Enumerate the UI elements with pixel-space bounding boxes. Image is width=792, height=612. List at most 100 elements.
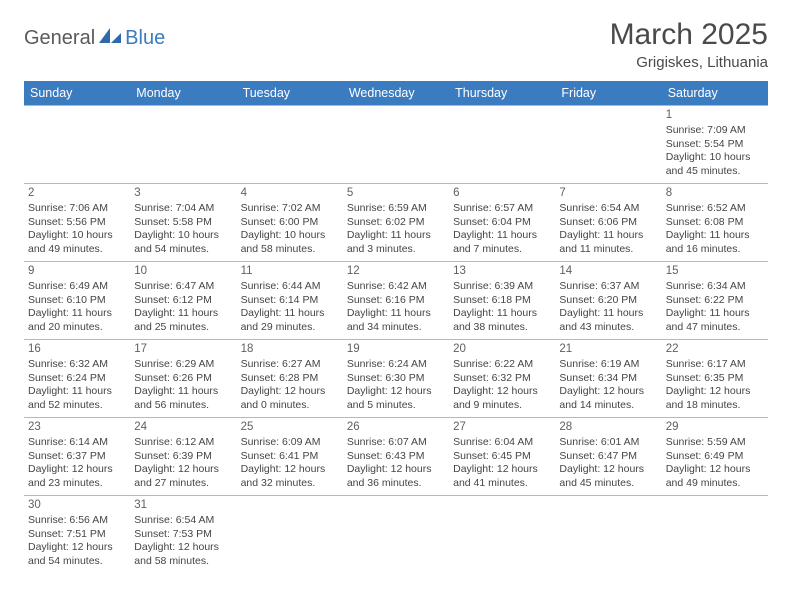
day-number: 21 (559, 342, 657, 357)
calendar-cell: 12Sunrise: 6:42 AMSunset: 6:16 PMDayligh… (343, 262, 449, 340)
location-label: Grigiskes, Lithuania (610, 54, 768, 71)
daylight-text: Daylight: 12 hours and 45 minutes. (559, 463, 657, 490)
sunset-text: Sunset: 6:14 PM (241, 294, 339, 308)
daylight-text: Daylight: 11 hours and 11 minutes. (559, 229, 657, 256)
daylight-text: Daylight: 12 hours and 0 minutes. (241, 385, 339, 412)
daylight-text: Daylight: 10 hours and 45 minutes. (666, 151, 764, 178)
calendar-week: 30Sunrise: 6:56 AMSunset: 7:51 PMDayligh… (24, 496, 768, 574)
day-number: 23 (28, 420, 126, 435)
sunrise-text: Sunrise: 7:04 AM (134, 202, 232, 216)
sunset-text: Sunset: 6:47 PM (559, 450, 657, 464)
calendar-cell: 3Sunrise: 7:04 AMSunset: 5:58 PMDaylight… (130, 184, 236, 262)
daylight-text: Daylight: 11 hours and 3 minutes. (347, 229, 445, 256)
day-number: 17 (134, 342, 232, 357)
calendar-cell (662, 496, 768, 574)
sunrise-text: Sunrise: 6:07 AM (347, 436, 445, 450)
daylight-text: Daylight: 11 hours and 52 minutes. (28, 385, 126, 412)
sunset-text: Sunset: 6:32 PM (453, 372, 551, 386)
sunset-text: Sunset: 6:28 PM (241, 372, 339, 386)
calendar-cell (343, 106, 449, 184)
day-number: 7 (559, 186, 657, 201)
calendar-cell: 31Sunrise: 6:54 AMSunset: 7:53 PMDayligh… (130, 496, 236, 574)
day-number: 31 (134, 498, 232, 513)
calendar-table: SundayMondayTuesdayWednesdayThursdayFrid… (24, 81, 768, 574)
logo-text-general: General (24, 27, 95, 50)
sunrise-text: Sunrise: 6:12 AM (134, 436, 232, 450)
calendar-cell: 5Sunrise: 6:59 AMSunset: 6:02 PMDaylight… (343, 184, 449, 262)
daylight-text: Daylight: 11 hours and 56 minutes. (134, 385, 232, 412)
day-number: 15 (666, 264, 764, 279)
day-header: Wednesday (343, 81, 449, 106)
daylight-text: Daylight: 12 hours and 58 minutes. (134, 541, 232, 568)
calendar-cell: 10Sunrise: 6:47 AMSunset: 6:12 PMDayligh… (130, 262, 236, 340)
sunrise-text: Sunrise: 6:57 AM (453, 202, 551, 216)
calendar-cell: 22Sunrise: 6:17 AMSunset: 6:35 PMDayligh… (662, 340, 768, 418)
sunrise-text: Sunrise: 6:04 AM (453, 436, 551, 450)
calendar-cell (449, 496, 555, 574)
sunset-text: Sunset: 6:26 PM (134, 372, 232, 386)
daylight-text: Daylight: 12 hours and 9 minutes. (453, 385, 551, 412)
sunrise-text: Sunrise: 6:49 AM (28, 280, 126, 294)
logo-text-blue: Blue (125, 27, 165, 50)
sunset-text: Sunset: 6:12 PM (134, 294, 232, 308)
calendar-cell: 9Sunrise: 6:49 AMSunset: 6:10 PMDaylight… (24, 262, 130, 340)
calendar-cell (24, 106, 130, 184)
day-number: 10 (134, 264, 232, 279)
daylight-text: Daylight: 11 hours and 16 minutes. (666, 229, 764, 256)
sunset-text: Sunset: 6:45 PM (453, 450, 551, 464)
sunset-text: Sunset: 6:34 PM (559, 372, 657, 386)
calendar-cell: 11Sunrise: 6:44 AMSunset: 6:14 PMDayligh… (237, 262, 343, 340)
sunrise-text: Sunrise: 6:54 AM (134, 514, 232, 528)
sunset-text: Sunset: 6:22 PM (666, 294, 764, 308)
sunrise-text: Sunrise: 6:22 AM (453, 358, 551, 372)
day-header: Thursday (449, 81, 555, 106)
daylight-text: Daylight: 12 hours and 49 minutes. (666, 463, 764, 490)
day-header: Friday (555, 81, 661, 106)
daylight-text: Daylight: 10 hours and 54 minutes. (134, 229, 232, 256)
sunrise-text: Sunrise: 6:34 AM (666, 280, 764, 294)
sunset-text: Sunset: 5:54 PM (666, 138, 764, 152)
daylight-text: Daylight: 12 hours and 32 minutes. (241, 463, 339, 490)
day-number: 14 (559, 264, 657, 279)
calendar-cell (555, 106, 661, 184)
sunset-text: Sunset: 6:35 PM (666, 372, 764, 386)
calendar-cell: 6Sunrise: 6:57 AMSunset: 6:04 PMDaylight… (449, 184, 555, 262)
calendar-cell: 29Sunrise: 5:59 AMSunset: 6:49 PMDayligh… (662, 418, 768, 496)
header: General Blue March 2025 Grigiskes, Lithu… (24, 18, 768, 71)
calendar-cell: 8Sunrise: 6:52 AMSunset: 6:08 PMDaylight… (662, 184, 768, 262)
day-number: 13 (453, 264, 551, 279)
calendar-cell: 24Sunrise: 6:12 AMSunset: 6:39 PMDayligh… (130, 418, 236, 496)
day-number: 9 (28, 264, 126, 279)
sunset-text: Sunset: 5:56 PM (28, 216, 126, 230)
sunset-text: Sunset: 6:49 PM (666, 450, 764, 464)
sunrise-text: Sunrise: 6:37 AM (559, 280, 657, 294)
day-number: 5 (347, 186, 445, 201)
daylight-text: Daylight: 11 hours and 34 minutes. (347, 307, 445, 334)
calendar-body: 1Sunrise: 7:09 AMSunset: 5:54 PMDaylight… (24, 106, 768, 574)
day-number: 12 (347, 264, 445, 279)
sunset-text: Sunset: 5:58 PM (134, 216, 232, 230)
sunset-text: Sunset: 6:06 PM (559, 216, 657, 230)
sunset-text: Sunset: 6:02 PM (347, 216, 445, 230)
sunset-text: Sunset: 6:43 PM (347, 450, 445, 464)
calendar-cell: 27Sunrise: 6:04 AMSunset: 6:45 PMDayligh… (449, 418, 555, 496)
daylight-text: Daylight: 11 hours and 20 minutes. (28, 307, 126, 334)
day-number: 4 (241, 186, 339, 201)
sunrise-text: Sunrise: 7:06 AM (28, 202, 126, 216)
calendar-cell (449, 106, 555, 184)
daylight-text: Daylight: 11 hours and 25 minutes. (134, 307, 232, 334)
calendar-cell: 23Sunrise: 6:14 AMSunset: 6:37 PMDayligh… (24, 418, 130, 496)
sunset-text: Sunset: 6:08 PM (666, 216, 764, 230)
sunset-text: Sunset: 6:24 PM (28, 372, 126, 386)
calendar-cell: 21Sunrise: 6:19 AMSunset: 6:34 PMDayligh… (555, 340, 661, 418)
day-number: 8 (666, 186, 764, 201)
sunset-text: Sunset: 6:20 PM (559, 294, 657, 308)
sunset-text: Sunset: 6:18 PM (453, 294, 551, 308)
sunrise-text: Sunrise: 6:47 AM (134, 280, 232, 294)
sunset-text: Sunset: 6:04 PM (453, 216, 551, 230)
day-number: 2 (28, 186, 126, 201)
day-header: Saturday (662, 81, 768, 106)
sunrise-text: Sunrise: 6:39 AM (453, 280, 551, 294)
calendar-week: 16Sunrise: 6:32 AMSunset: 6:24 PMDayligh… (24, 340, 768, 418)
day-number: 11 (241, 264, 339, 279)
